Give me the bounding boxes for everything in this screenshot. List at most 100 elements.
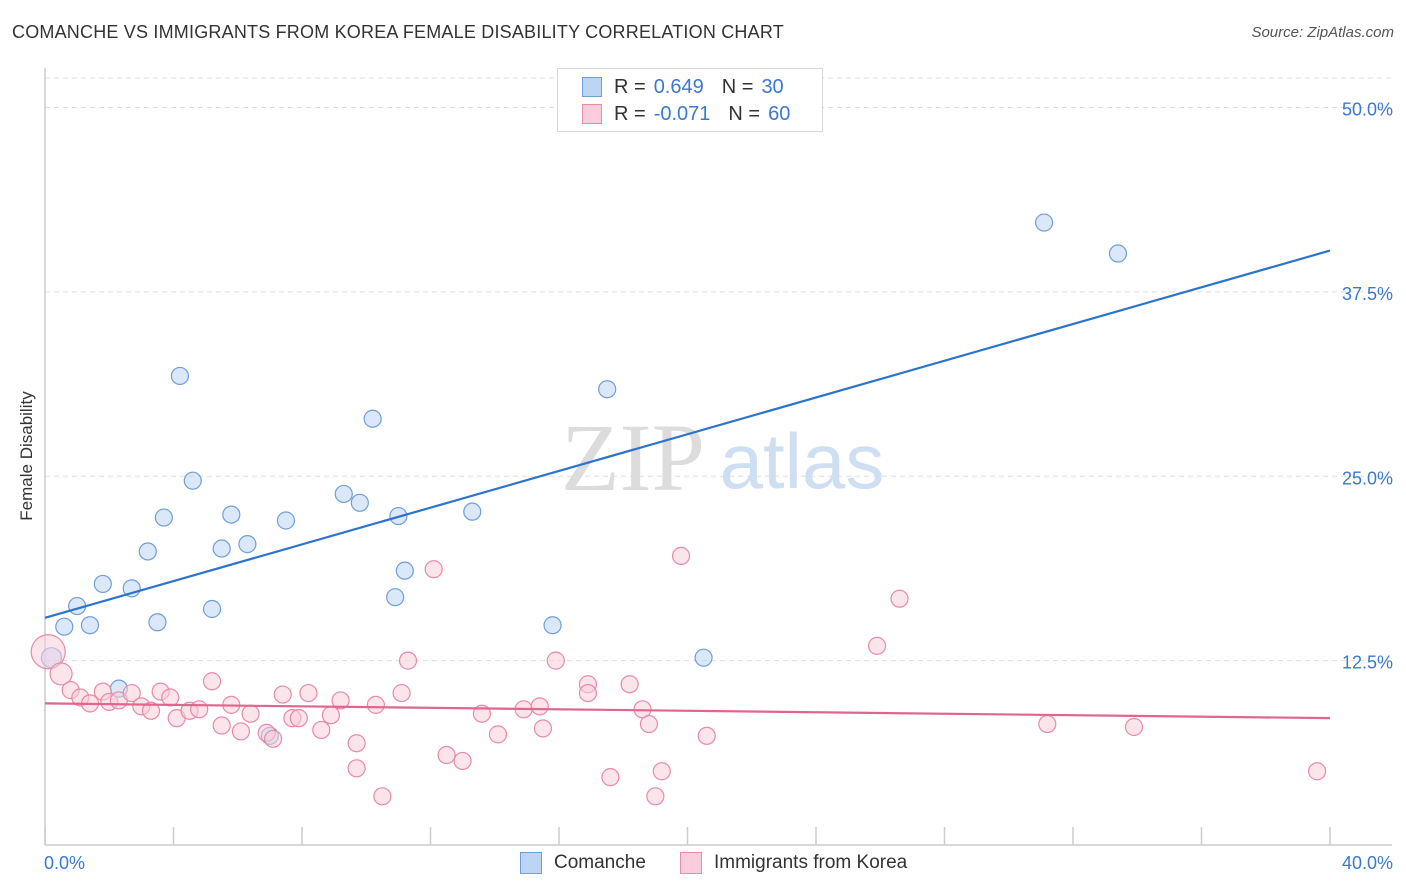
korea-point bbox=[231, 722, 251, 741]
legend-swatch-korea bbox=[582, 104, 602, 124]
comanche-point bbox=[1034, 213, 1054, 232]
x-tick-label: 0.0% bbox=[44, 853, 85, 873]
korea-point bbox=[347, 759, 366, 778]
y-tick-label: 25.0% bbox=[1342, 468, 1393, 488]
comanche-trend-line bbox=[44, 249, 1331, 619]
y-tick-labels: 12.5% 25.0% 37.5% 50.0% bbox=[1342, 100, 1393, 673]
legend-row-korea: R = -0.071 N = 60 bbox=[582, 102, 790, 126]
korea-point bbox=[1124, 717, 1144, 737]
legend-item-comanche: Comanche bbox=[520, 852, 646, 874]
y-tick-label: 50.0% bbox=[1342, 100, 1393, 120]
korea-point bbox=[867, 636, 887, 655]
korea-point bbox=[241, 704, 260, 723]
korea-point bbox=[646, 787, 665, 806]
korea-point bbox=[347, 734, 366, 753]
korea-point bbox=[321, 706, 341, 725]
legend-swatch-comanche bbox=[582, 77, 602, 97]
comanche-point bbox=[386, 588, 405, 607]
korea-point bbox=[392, 683, 411, 703]
korea-point bbox=[601, 768, 620, 787]
watermark-zip: ZIP bbox=[561, 404, 705, 511]
comanche-point bbox=[363, 409, 382, 428]
korea-point bbox=[1038, 714, 1057, 734]
korea-point bbox=[141, 701, 161, 720]
comanche-point bbox=[183, 471, 202, 490]
comanche-point bbox=[202, 599, 222, 619]
axes bbox=[44, 68, 1392, 846]
korea-point bbox=[697, 726, 716, 745]
korea-point bbox=[437, 745, 456, 765]
comanche-point bbox=[80, 616, 100, 635]
korea-point bbox=[424, 560, 443, 579]
korea-point bbox=[212, 716, 231, 735]
trend-lines bbox=[44, 249, 1331, 720]
comanche-point bbox=[395, 561, 414, 580]
legend-r-value: 0.649 bbox=[653, 75, 704, 98]
korea-point bbox=[373, 787, 392, 806]
korea-point bbox=[161, 688, 180, 707]
korea-point bbox=[671, 546, 691, 566]
korea-point bbox=[263, 729, 283, 748]
legend-swatch-korea bbox=[680, 852, 702, 874]
comanche-point bbox=[1108, 244, 1128, 263]
korea-point bbox=[1308, 762, 1327, 781]
source-label: Source: ZipAtlas.com bbox=[1251, 24, 1394, 41]
comanche-point bbox=[93, 574, 112, 594]
legend-label-korea: Immigrants from Korea bbox=[714, 852, 908, 873]
comanche-point bbox=[138, 542, 157, 561]
korea-point bbox=[312, 720, 331, 740]
comanche-point bbox=[463, 502, 482, 521]
korea-point bbox=[620, 675, 639, 694]
watermark-atlas: atlas bbox=[720, 417, 885, 505]
correlation-legend: R = 0.649 N = 30 R = -0.071 N = 60 bbox=[557, 68, 823, 132]
comanche-point bbox=[350, 493, 369, 512]
legend-item-korea: Immigrants from Korea bbox=[680, 852, 907, 874]
korea-point bbox=[488, 725, 508, 744]
korea-point bbox=[331, 691, 350, 710]
legend-r-value: -0.071 bbox=[653, 102, 711, 125]
korea-point bbox=[366, 695, 385, 714]
korea-point bbox=[639, 714, 659, 734]
korea-point bbox=[453, 751, 472, 771]
legend-n-label: N = bbox=[721, 75, 754, 98]
comanche-point bbox=[276, 511, 296, 530]
gridlines bbox=[45, 77, 1392, 662]
korea-point bbox=[546, 651, 565, 670]
korea-point bbox=[533, 719, 553, 738]
y-tick-label: 12.5% bbox=[1342, 653, 1393, 673]
y-tick-label: 37.5% bbox=[1342, 284, 1393, 304]
series-legend: Comanche Immigrants from Korea bbox=[0, 852, 1406, 878]
x-tick-labels: 0.0% 40.0% bbox=[44, 853, 1393, 873]
korea-point bbox=[398, 651, 418, 670]
korea-point bbox=[652, 762, 671, 781]
korea-point bbox=[202, 672, 222, 691]
legend-row-comanche: R = 0.649 N = 30 bbox=[582, 75, 784, 99]
korea-point bbox=[289, 709, 308, 728]
legend-n-label: N = bbox=[728, 102, 761, 125]
comanche-point bbox=[694, 648, 713, 667]
legend-n-value: 60 bbox=[768, 102, 791, 125]
comanche-point bbox=[334, 484, 353, 504]
comanche-point bbox=[543, 616, 562, 635]
korea-point bbox=[578, 683, 598, 703]
legend-swatch-comanche bbox=[520, 852, 542, 874]
comanche-point bbox=[148, 613, 167, 632]
korea-point bbox=[122, 683, 141, 703]
korea-point bbox=[190, 700, 209, 719]
legend-r-label: R = bbox=[614, 102, 646, 125]
korea-point bbox=[30, 634, 66, 670]
korea-point bbox=[49, 662, 73, 686]
comanche-point bbox=[55, 617, 74, 636]
comanche-point bbox=[212, 539, 231, 558]
korea-point bbox=[273, 685, 292, 704]
chart-title: COMANCHE VS IMMIGRANTS FROM KOREA FEMALE… bbox=[12, 22, 784, 42]
x-tick-label: 40.0% bbox=[1342, 853, 1393, 873]
comanche-point bbox=[598, 380, 617, 399]
legend-n-value: 30 bbox=[761, 75, 784, 98]
korea-point bbox=[530, 697, 549, 716]
korea-point bbox=[890, 589, 909, 608]
comanche-point bbox=[222, 505, 241, 524]
comanche-point bbox=[238, 534, 257, 554]
korea-trend-line bbox=[44, 702, 1331, 720]
